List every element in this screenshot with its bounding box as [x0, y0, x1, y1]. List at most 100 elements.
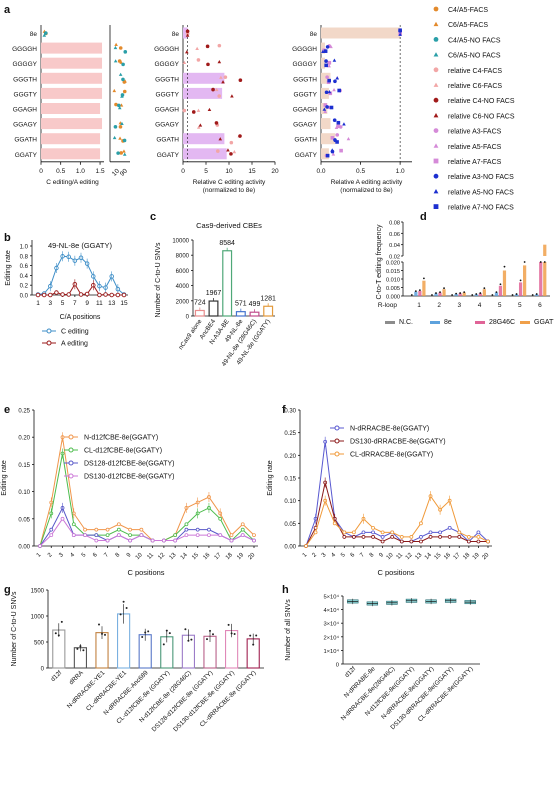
row-label-a1-GGATH: GGATH — [14, 137, 37, 144]
bar-d-1-4 — [494, 292, 499, 296]
xlabel-c-1: (normalized to 8e) — [203, 187, 255, 194]
row-label-a2-GGAGH: GGAGH — [155, 107, 180, 114]
pt-g-0-0 — [54, 632, 57, 635]
legend-a-marker-8 — [433, 128, 439, 134]
ticklabel-f-0.15: 0.15 — [284, 477, 296, 483]
row-label-a1-GGGTH: GGGTH — [13, 76, 37, 83]
ylabel-b: Editing rate — [5, 250, 12, 286]
point-b-1-8 — [84, 291, 90, 297]
pt-g-9-2 — [255, 634, 258, 637]
ticklabel-f-0.05: 0.05 — [284, 522, 296, 528]
ticklabel-b-y-0.8: 0.8 — [20, 254, 29, 260]
bar-ratio-GGGGH — [41, 42, 103, 54]
legend-f-label-0: N-dRRACBE-8e(GGATY) — [350, 426, 429, 433]
legend-e-label-0: N-d12fCBE-8e(GGATY) — [84, 435, 158, 442]
ticklabel-f-0.00: 0.00 — [284, 545, 296, 551]
ticklabel-b-x-15: 15 — [120, 300, 128, 307]
ticklabel-ratio-1.5: 1.5 — [96, 168, 105, 175]
pt-d-1-1 — [435, 292, 437, 294]
value-c-4: 499 — [249, 301, 261, 308]
ticklabel-h-3: 3×10⁴ — [323, 621, 339, 628]
pt-d-3-0 — [423, 277, 425, 280]
pt-c-GGAGH-5 — [196, 108, 201, 112]
pt-g-3-2 — [125, 606, 128, 609]
pt-a-GGATY-12 — [330, 148, 335, 152]
pt-c-GGGGH-4 — [217, 43, 222, 48]
ticklabel-f-0.25: 0.25 — [284, 431, 296, 437]
ticklabel-e-x-4: 4 — [70, 552, 77, 559]
point-e-3-1 — [49, 533, 54, 538]
pt-d-2-6 — [539, 261, 542, 263]
ticklabel-d-low-0.020: 0.020 — [386, 261, 400, 267]
ticklabel-f-x-19: 19 — [472, 552, 481, 561]
row-label-a3-8e: 8e — [310, 31, 318, 38]
line-e-0 — [39, 437, 255, 547]
legend-a-marker-11 — [433, 173, 439, 179]
pt-g-7-1 — [209, 629, 211, 632]
panel-g-letter: g — [4, 584, 11, 596]
ylabel-g: Number of C-to-U SNVs — [11, 591, 18, 667]
pt-ratio-break-GGGGH-2 — [123, 50, 128, 54]
ticklabel-c-6000: 6000 — [176, 269, 190, 275]
pt-g-6-0 — [184, 628, 187, 631]
ticklabel-d-low-0.005: 0.005 — [386, 286, 400, 292]
pt-a-GGGGY-11 — [324, 59, 328, 63]
pt-ratio-break-GGATH-2 — [122, 138, 127, 143]
pt-g-0-2 — [60, 620, 63, 623]
legend-a-label-5: relative C6-FACS — [448, 83, 502, 90]
ticklabel-e-x-8: 8 — [115, 552, 122, 559]
bar-a-GGGGY — [321, 57, 325, 69]
legend-a-label-6: relative C4-NO FACS — [448, 98, 515, 105]
ticklabel-c-8000: 8000 — [176, 254, 190, 260]
point-e-3-19 — [252, 538, 256, 543]
ticklabel-f-x-11: 11 — [396, 552, 405, 561]
pt-a-GGGTY-13 — [337, 88, 341, 93]
ticklabel-h-0: 0 — [336, 663, 339, 669]
ylabel-h: Number of all SNVs — [285, 599, 292, 661]
legend-e-label-3: DS130-d12fCBE-8e(GGATY) — [84, 474, 175, 481]
ticklabel-f-x-10: 10 — [386, 552, 395, 561]
ylabel-f: Editing rate — [267, 460, 274, 496]
ticklabel-d-high-0.06: 0.06 — [389, 232, 400, 238]
xcat-g-3: CL-dRRACBE-YE1 — [85, 669, 128, 712]
point-f-2-18 — [476, 535, 481, 539]
bar-ratio-GGATH — [41, 133, 101, 145]
point-f-2-12 — [419, 521, 423, 526]
row-label-a1-8e: 8e — [30, 31, 38, 38]
point-e-3-2 — [60, 516, 65, 521]
pt-ratio-break-GGAGH-2 — [117, 103, 121, 108]
point-f-1-13 — [428, 535, 433, 539]
point-f-2-1 — [313, 530, 318, 535]
ticklabel-e-x-11: 11 — [146, 552, 155, 561]
ticklabel-b-y-1.0: 1.0 — [20, 245, 29, 251]
legend-e-marker-0 — [68, 434, 74, 440]
row-label-a3-GGAGH: GGAGH — [293, 107, 318, 114]
panel-d-letter: d — [420, 211, 427, 223]
bar-c-3 — [235, 311, 246, 317]
ticklabel-b-x-9: 9 — [85, 300, 89, 307]
ticklabel-h-5: 5×10⁴ — [323, 594, 339, 601]
ticklabel-d-low-0.010: 0.010 — [386, 278, 400, 284]
pt-c-GGGTH-4 — [223, 75, 228, 79]
pt-c-8e-7 — [185, 33, 190, 37]
ticklabel-f-x-18: 18 — [462, 552, 471, 561]
row-label-a2-8e: 8e — [172, 31, 180, 38]
point-e-3-12 — [173, 538, 178, 543]
point-b-1-13 — [115, 292, 121, 298]
bar-c-GGATY — [183, 148, 227, 160]
bar-a-GGATY — [321, 148, 329, 160]
legend-a-marker-6 — [433, 97, 439, 103]
pt-c-GGATH-7 — [218, 137, 223, 141]
bar-d-1-1 — [434, 293, 438, 296]
xcat-g-2: N-dRRACBE-YE1 — [66, 669, 107, 710]
pt-c-GGGGY-7 — [217, 59, 222, 64]
ticklabel-e-x-9: 9 — [126, 552, 133, 559]
pt-c-GGGTH-5 — [219, 75, 223, 79]
pt-ratio-8e-3 — [42, 33, 47, 37]
pt-ratio-break-GGGTY-1 — [112, 88, 117, 93]
point-e-0-19 — [252, 533, 256, 538]
row-label-a2-GGGTH: GGGTH — [155, 76, 179, 83]
point-e-3-10 — [150, 538, 155, 543]
ticklabel-d-low-0.000: 0.000 — [386, 295, 400, 301]
point-f-1-4 — [342, 535, 347, 539]
